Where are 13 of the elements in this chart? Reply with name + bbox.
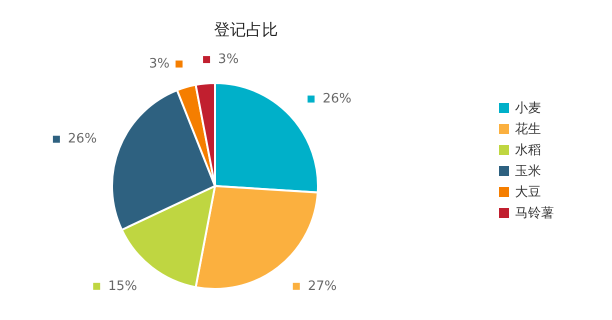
data-label: 26%	[322, 92, 352, 107]
chart-title: 登记占比	[214, 20, 278, 39]
data-label: 3%	[148, 56, 170, 72]
legend-label: 马铃薯	[515, 204, 554, 222]
legend-label: 玉米	[515, 162, 541, 180]
legend-label: 小麦	[515, 100, 541, 116]
legend-label: 大豆	[515, 184, 541, 200]
legend-label: 花生	[515, 120, 541, 138]
data-label: 26%	[68, 132, 97, 147]
data-label: 3%	[218, 52, 239, 68]
data-label: 27%	[308, 278, 337, 294]
legend-label: 水稻	[515, 142, 541, 158]
data-label: 15%	[108, 278, 138, 294]
